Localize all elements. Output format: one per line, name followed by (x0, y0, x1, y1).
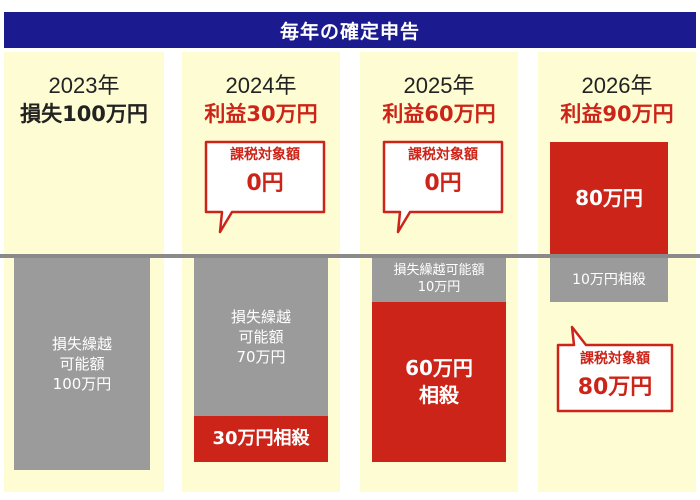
bubble-value: 80万円 (577, 374, 653, 400)
taxable-block-2026: 80万円 (550, 142, 668, 254)
speech-bubble-2026 (556, 325, 674, 413)
result-2023: 損失100万円 (20, 102, 148, 126)
result-2024: 利益30万円 (204, 102, 318, 126)
bubble-title: 課税対象額 (230, 147, 300, 163)
year-label-2025: 2025年 (403, 73, 475, 98)
carry-forward-block-2023: 損失繰越 可能額 100万円 (14, 258, 150, 470)
bubble-content-2025: 課税対象額 0円 (384, 146, 502, 199)
bubble-title: 課税対象額 (580, 351, 650, 367)
bubble-content-2026: 課税対象額 80万円 (558, 350, 672, 403)
offset-block-2026: 10万円相殺 (550, 258, 668, 302)
zero-baseline (0, 254, 700, 258)
year-label-2023: 2023年 (48, 73, 120, 98)
year-label-2024: 2024年 (225, 73, 297, 98)
diagram-title: 毎年の確定申告 (4, 12, 696, 48)
result-2026: 利益90万円 (560, 102, 674, 126)
bubble-value: 0円 (424, 170, 462, 196)
offset-block-2025: 60万円 相殺 (372, 302, 506, 462)
bubble-content-2024: 課税対象額 0円 (206, 146, 324, 199)
bubble-value: 0円 (246, 170, 284, 196)
offset-block-2024: 30万円相殺 (194, 416, 328, 462)
carry-forward-block-2025: 損失繰越可能額 10万円 (372, 258, 506, 302)
speech-bubble-2024 (204, 140, 326, 234)
result-2025: 利益60万円 (382, 102, 496, 126)
year-label-2026: 2026年 (581, 73, 653, 98)
bubble-title: 課税対象額 (408, 147, 478, 163)
speech-bubble-2025 (382, 140, 504, 234)
carry-forward-block-2024: 損失繰越 可能額 70万円 (194, 258, 328, 416)
